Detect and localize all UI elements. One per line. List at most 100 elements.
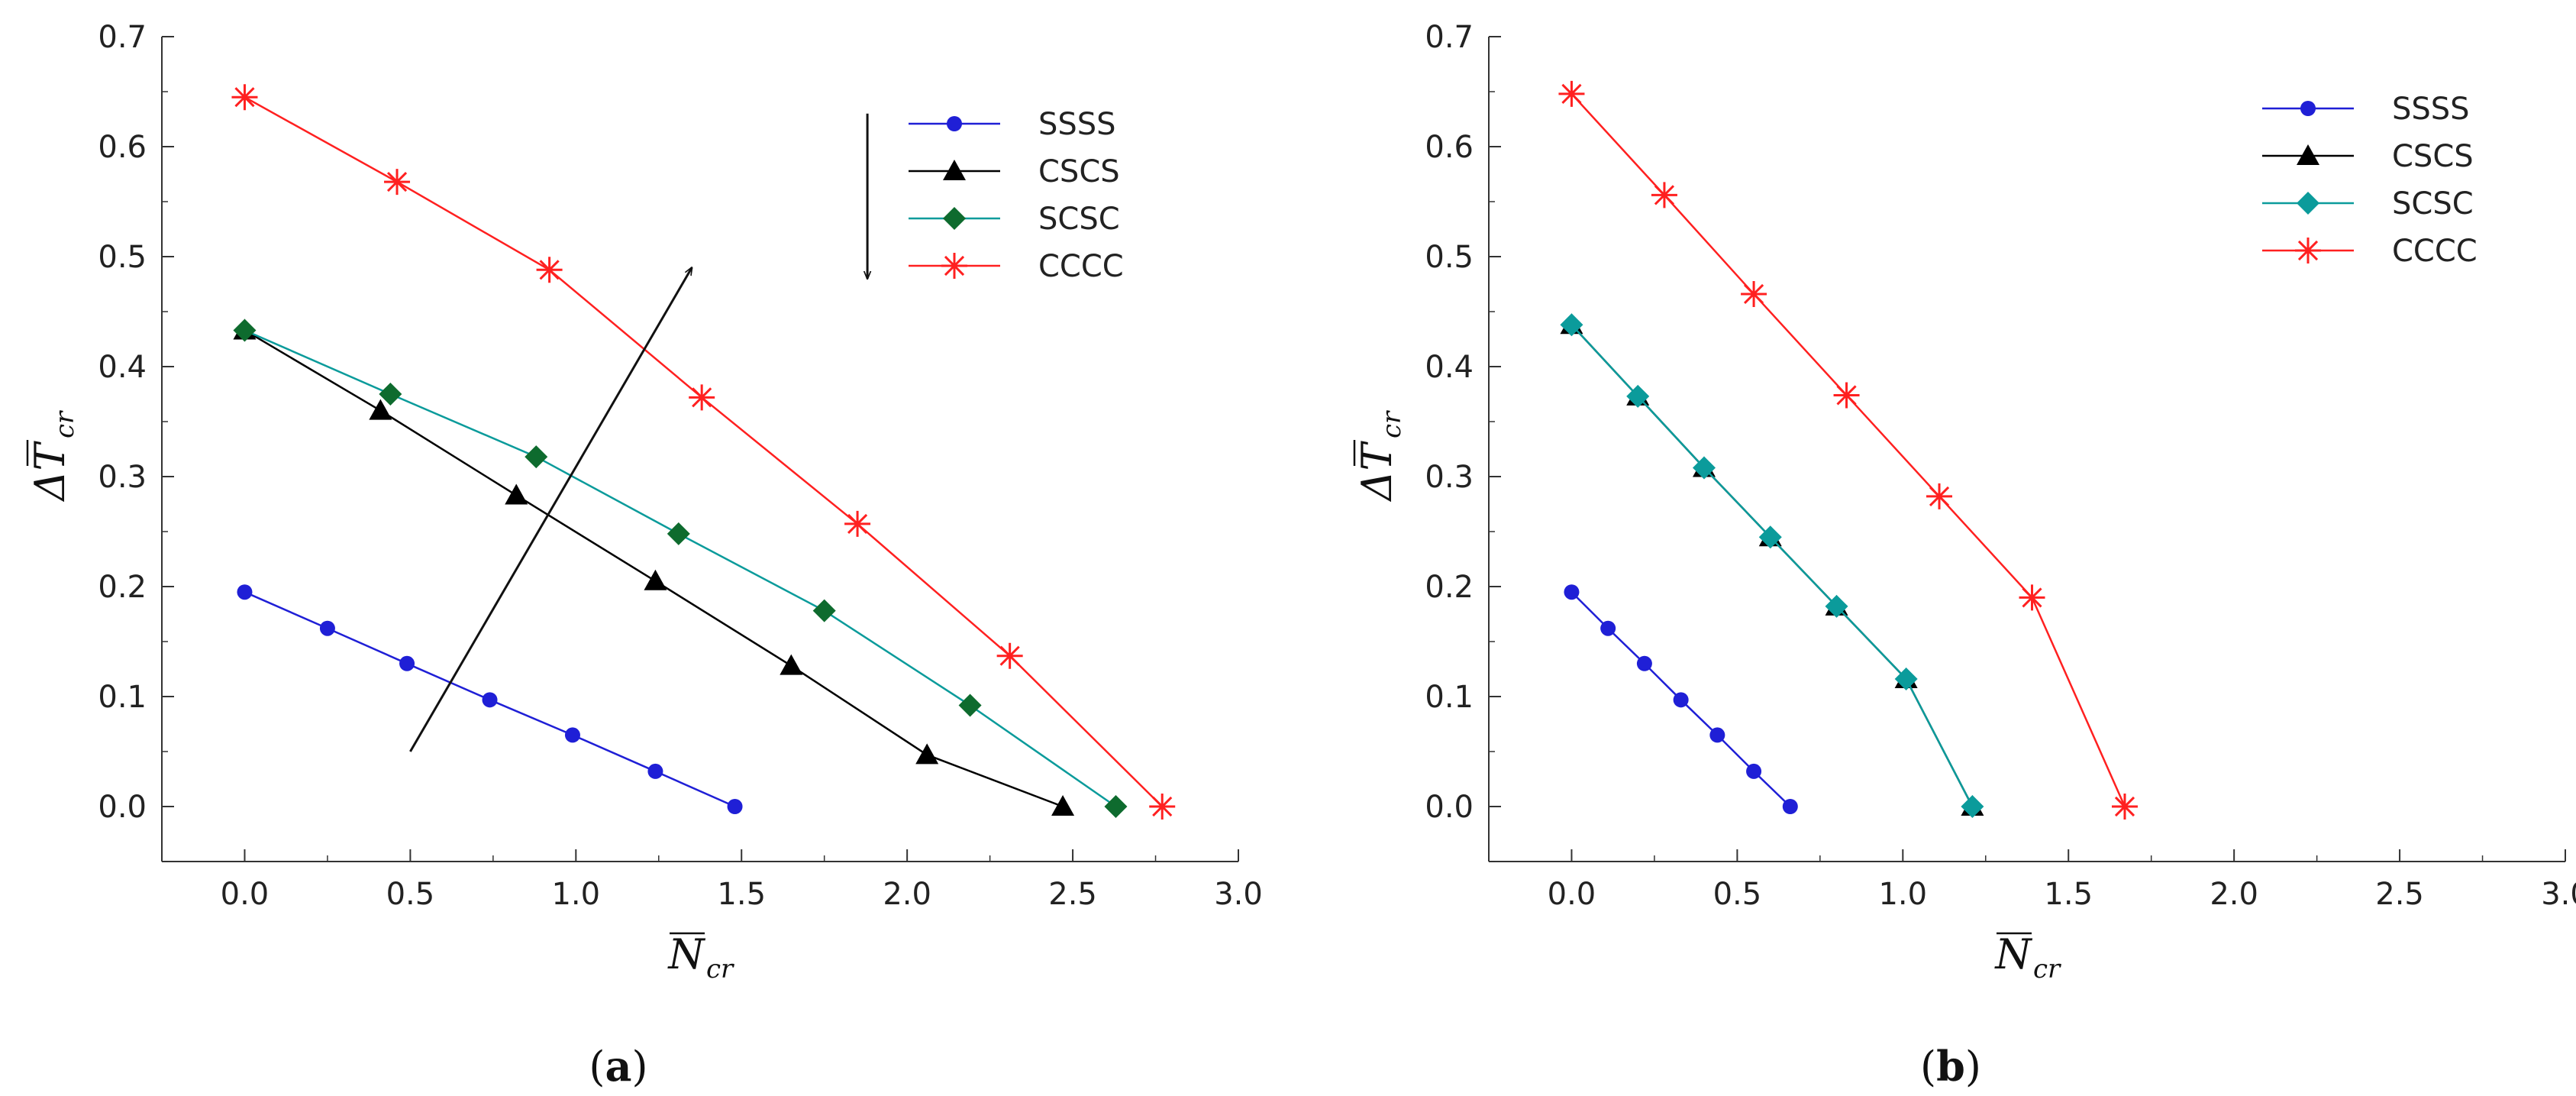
- legend: SSSS CSCS SCSC CCCC: [909, 107, 1124, 284]
- data-point: [689, 384, 715, 411]
- data-point: [1833, 382, 1860, 409]
- data-point: [1782, 799, 1798, 814]
- data-point: [1926, 483, 1953, 509]
- series-scsc: [233, 318, 1128, 818]
- data-point: [1051, 795, 1075, 816]
- legend-marker: [943, 207, 966, 230]
- panel-label: (a): [589, 1042, 647, 1091]
- y-tick-label: 0.5: [98, 240, 147, 275]
- series-cccc: [1558, 80, 2138, 820]
- data-point: [482, 692, 498, 708]
- legend-marker: [2295, 238, 2321, 263]
- data-point: [915, 743, 939, 765]
- data-point: [399, 655, 415, 671]
- x-tick-label: 1.0: [1878, 877, 1927, 912]
- data-point: [1104, 795, 1128, 818]
- x-tick-label: 1.0: [551, 877, 600, 912]
- y-tick-label: 0.0: [98, 790, 147, 825]
- data-point: [525, 445, 548, 469]
- panel-label-close: ): [1965, 1043, 1981, 1091]
- data-point: [1825, 594, 1848, 618]
- data-point: [379, 383, 402, 406]
- data-point: [667, 522, 690, 545]
- data-point: [1626, 384, 1650, 408]
- data-point: [644, 569, 667, 590]
- legend-item: SCSC: [2262, 186, 2474, 221]
- data-point: [319, 620, 335, 636]
- annotation-arrow: [409, 267, 692, 752]
- data-point: [996, 642, 1023, 669]
- x-tick-label: 1.5: [717, 877, 766, 912]
- x-tick-label: 0.0: [1548, 877, 1596, 912]
- data-point: [1709, 727, 1725, 743]
- y-axis-label-main: ΔT: [1353, 441, 1401, 503]
- series-ssss: [237, 584, 743, 814]
- series-cccc: [231, 84, 1176, 820]
- y-tick-label: 0.1: [1425, 680, 1474, 715]
- data-point: [812, 599, 836, 622]
- legend-label: SCSC: [1038, 202, 1120, 237]
- panel-label-close: ): [632, 1043, 648, 1091]
- panel-label-letter: b: [1936, 1042, 1965, 1091]
- data-point: [958, 693, 982, 717]
- legend-label: SSSS: [2392, 92, 2470, 127]
- x-tick-label: 1.5: [2044, 877, 2093, 912]
- x-axis-label-main: N: [1993, 930, 2032, 978]
- legend-label: CSCS: [2392, 139, 2474, 174]
- legend-marker: [2297, 144, 2319, 165]
- legend-label: CCCC: [1038, 249, 1124, 284]
- panel-label-letter: a: [605, 1042, 632, 1091]
- legend-item: SCSC: [909, 202, 1120, 237]
- legend-marker: [943, 160, 966, 180]
- panel-a: 0.0 0.1 0.2 0.3 0.4 0.5 0.6 0.7 0.0 0.5 1.0 1.5 2.0 2…: [26, 20, 1263, 1091]
- x-tick-label: 3.0: [2541, 877, 2576, 912]
- x-tick-label: 2.0: [883, 877, 931, 912]
- series-line: [244, 329, 1117, 808]
- data-point: [1693, 456, 1716, 480]
- y-tick-label: 0.4: [98, 350, 147, 385]
- data-point: [2019, 584, 2045, 611]
- series-cscs: [233, 318, 1075, 816]
- x-axis-label-sub: cr: [706, 954, 734, 984]
- data-point: [1564, 584, 1580, 600]
- y-tick-label: 0.3: [1425, 460, 1474, 495]
- data-point: [1746, 763, 1762, 779]
- legend: SSSS CSCS SCSC CCCC: [2262, 92, 2478, 269]
- panel-label-open: (: [1920, 1043, 1936, 1091]
- data-point: [233, 318, 257, 342]
- y-axis-label: ΔT cr: [1353, 410, 1407, 503]
- legend-item: CCCC: [2262, 234, 2478, 269]
- data-point: [1673, 692, 1689, 708]
- series-ssss: [1564, 584, 1798, 814]
- x-tick-label: 3.0: [1214, 877, 1263, 912]
- data-point: [1558, 80, 1585, 107]
- x-tick-label: 2.0: [2210, 877, 2258, 912]
- x-axis-label-sub: cr: [2033, 954, 2061, 984]
- y-tick-label: 0.6: [1425, 130, 1474, 165]
- data-point: [384, 169, 411, 196]
- data-point: [564, 727, 580, 743]
- data-point: [1758, 525, 1782, 549]
- panel-label: (b): [1920, 1042, 1981, 1091]
- legend-label: SCSC: [2392, 186, 2474, 221]
- y-tick-label: 0.6: [98, 130, 147, 165]
- legend-label: CSCS: [1038, 154, 1120, 189]
- x-tick-label: 0.5: [1713, 877, 1762, 912]
- legend-label: SSSS: [1038, 107, 1116, 142]
- data-point: [1741, 280, 1767, 307]
- y-tick-label: 0.1: [98, 680, 147, 715]
- data-point: [369, 399, 392, 420]
- data-point: [1961, 795, 1984, 818]
- legend-item: CCCC: [909, 249, 1124, 284]
- data-point: [647, 763, 663, 779]
- x-tick-label: 2.5: [1048, 877, 1097, 912]
- y-tick-label: 0.4: [1425, 350, 1474, 385]
- data-point: [536, 257, 563, 283]
- series-scsc: [1560, 313, 1984, 818]
- legend-item: CSCS: [909, 154, 1120, 189]
- panel-b: 0.0 0.1 0.2 0.3 0.4 0.5 0.6 0.7 0.0 0.5 1.0 1.5 2.0 2…: [1353, 20, 2576, 1091]
- y-axis-label: ΔT cr: [26, 410, 80, 503]
- series-line: [244, 329, 1064, 808]
- series-line: [244, 96, 1164, 807]
